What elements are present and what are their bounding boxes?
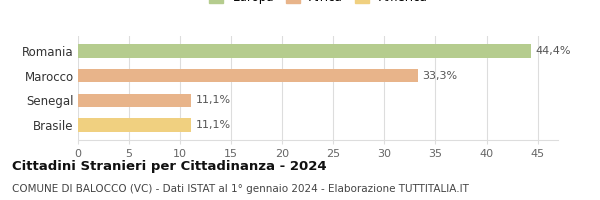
Text: COMUNE DI BALOCCO (VC) - Dati ISTAT al 1° gennaio 2024 - Elaborazione TUTTITALIA: COMUNE DI BALOCCO (VC) - Dati ISTAT al 1… — [12, 184, 469, 194]
Text: Cittadini Stranieri per Cittadinanza - 2024: Cittadini Stranieri per Cittadinanza - 2… — [12, 160, 326, 173]
Bar — [78, 69, 418, 82]
Text: 11,1%: 11,1% — [196, 120, 230, 130]
Bar — [78, 44, 532, 58]
Bar — [78, 118, 191, 132]
Text: 11,1%: 11,1% — [196, 95, 230, 105]
Legend: Europa, Africa, America: Europa, Africa, America — [205, 0, 431, 8]
Text: 44,4%: 44,4% — [536, 46, 571, 56]
Text: 33,3%: 33,3% — [422, 71, 457, 81]
Bar — [78, 94, 191, 107]
